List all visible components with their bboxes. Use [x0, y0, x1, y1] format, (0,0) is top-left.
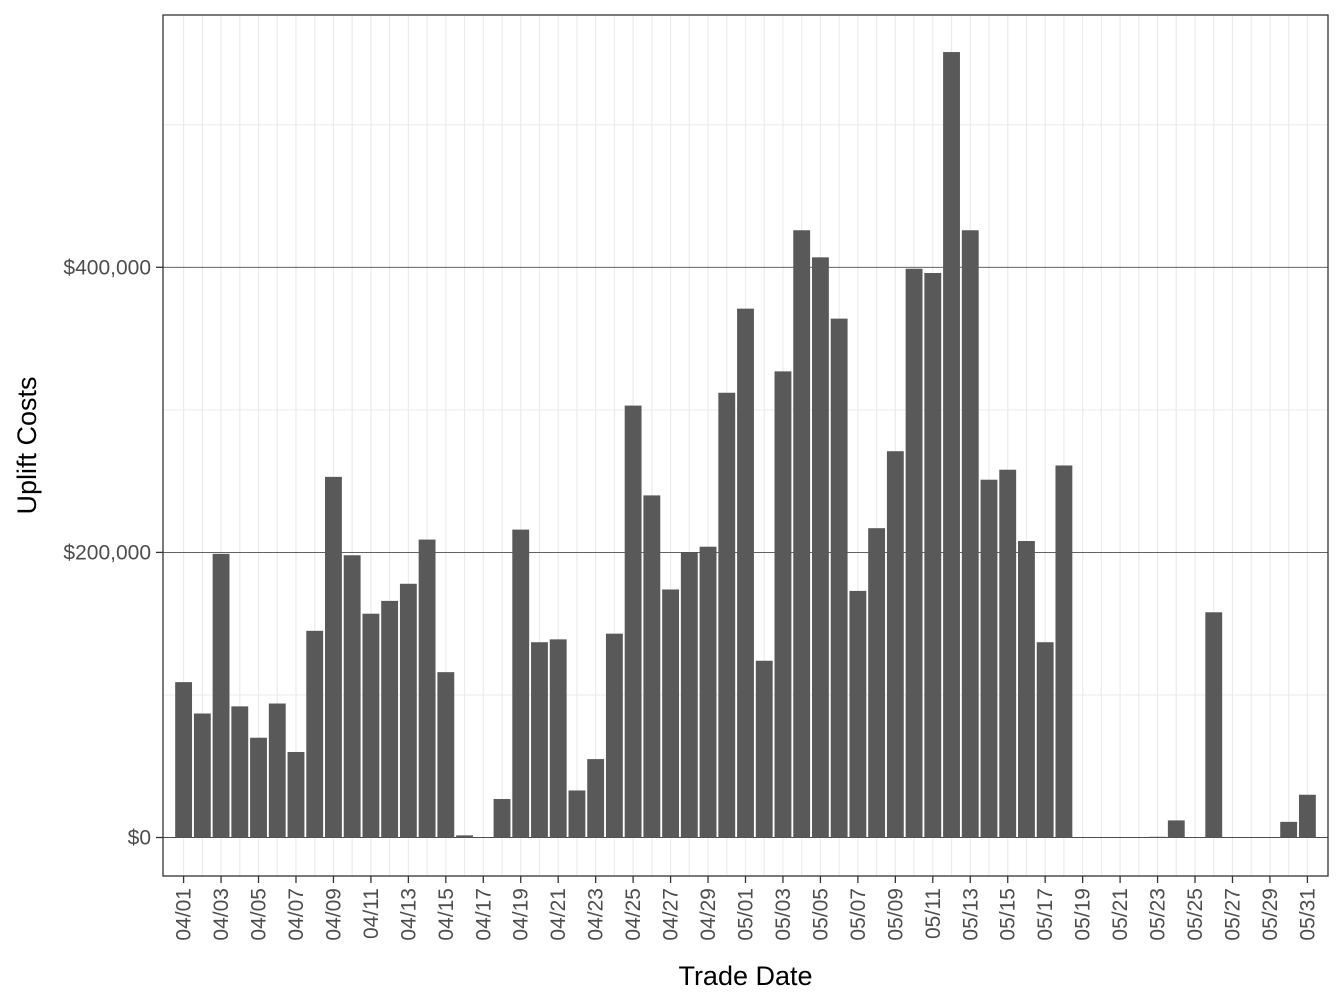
x-tick-label: 05/29 [1259, 888, 1282, 941]
bar-04-08 [306, 630, 324, 838]
bar-05-10 [905, 268, 923, 838]
x-tick-label: 05/09 [884, 888, 907, 941]
x-axis: 04/01 04/03 04/05 04/07 04/09 04/11 04/13 04/15… [173, 876, 1319, 941]
bar-05-13 [961, 230, 979, 838]
x-tick-label: 04/01 [173, 888, 196, 941]
x-tick-label: 05/21 [1109, 888, 1132, 941]
x-tick-label: 05/01 [735, 888, 758, 941]
bar-04-29 [699, 546, 717, 838]
bar-05-30 [1280, 821, 1298, 838]
y-tick-label: $0 [128, 827, 151, 850]
bar-04-15 [437, 672, 455, 838]
bar-04-03 [212, 553, 230, 838]
x-tick-label: 04/23 [585, 888, 608, 941]
x-tick-label: 05/25 [1184, 888, 1207, 941]
bar-04-05 [250, 737, 267, 838]
x-tick-label: 04/13 [397, 888, 420, 941]
bar-04-20 [531, 642, 548, 838]
bar-04-23 [587, 759, 605, 838]
bar-04-21 [549, 639, 567, 838]
bar-05-14 [980, 479, 998, 838]
bar-05-18 [1055, 465, 1073, 838]
bar-05-02 [755, 660, 773, 838]
x-tick-label: 04/17 [472, 888, 495, 941]
bar-04-19 [512, 529, 530, 838]
bar-04-07 [287, 751, 305, 838]
bar-05-24 [1167, 820, 1185, 838]
bar-05-11 [924, 273, 942, 838]
x-tick-label: 05/11 [922, 888, 945, 939]
bar-05-17 [1036, 642, 1054, 838]
bar-05-12 [943, 52, 960, 838]
x-tick-label: 04/15 [435, 888, 458, 941]
x-tick-label: 05/17 [1034, 888, 1057, 941]
x-tick-label: 05/13 [959, 888, 982, 941]
bars [175, 52, 1316, 838]
bar-04-28 [680, 552, 698, 838]
x-tick-label: 05/07 [847, 888, 870, 941]
bar-05-08 [868, 528, 886, 838]
x-tick-label: 04/07 [285, 888, 308, 941]
x-tick-label: 04/03 [210, 888, 233, 941]
y-tick-label: $200,000 [63, 541, 151, 564]
bar-04-01 [175, 682, 193, 838]
x-tick-label: 04/05 [248, 888, 271, 941]
x-tick-label: 05/23 [1147, 888, 1170, 941]
bar-04-04 [231, 706, 249, 838]
bar-05-05 [811, 257, 829, 838]
bar-04-27 [662, 589, 680, 838]
bar-04-10 [343, 555, 361, 838]
bar-04-14 [418, 539, 436, 838]
x-tick-label: 05/15 [997, 888, 1020, 941]
bar-04-09 [325, 476, 342, 838]
x-tick-label: 04/21 [547, 888, 570, 941]
bar-05-31 [1298, 794, 1316, 838]
y-axis: $0 $200,000 $400,000 [63, 256, 163, 850]
bar-05-07 [849, 590, 867, 838]
bar-04-16 [456, 835, 473, 838]
bar-04-26 [643, 495, 661, 838]
x-tick-label: 04/27 [660, 888, 683, 941]
bar-05-23 [1149, 836, 1166, 838]
x-tick-label: 04/25 [622, 888, 645, 941]
bar-05-16 [1018, 541, 1035, 838]
x-tick-label: 05/03 [772, 888, 795, 941]
bar-04-18 [493, 799, 511, 838]
x-tick-label: 05/27 [1221, 888, 1244, 941]
bar-04-02 [193, 713, 211, 838]
bar-05-04 [793, 230, 811, 838]
bar-05-09 [886, 451, 904, 838]
x-tick-label: 04/19 [510, 888, 533, 941]
bar-04-25 [624, 405, 642, 838]
x-tick-label: 05/31 [1296, 888, 1319, 941]
bar-04-24 [605, 633, 623, 838]
bar-05-01 [737, 308, 754, 838]
x-tick-label: 04/11 [360, 888, 383, 939]
bar-04-06 [268, 703, 286, 838]
bar-04-13 [399, 583, 417, 838]
x-tick-label: 05/19 [1072, 888, 1095, 941]
x-tick-label: 04/29 [697, 888, 720, 941]
bar-04-22 [568, 790, 586, 838]
bar-05-26 [1205, 612, 1223, 838]
bar-04-11 [362, 613, 380, 838]
x-tick-label: 05/05 [809, 888, 832, 941]
bar-05-03 [774, 371, 792, 838]
bar-05-06 [830, 318, 848, 838]
bar-05-15 [999, 469, 1017, 838]
y-tick-label: $400,000 [63, 256, 151, 279]
x-tick-label: 04/09 [322, 888, 345, 941]
y-axis-title: Uplift Costs [12, 376, 42, 514]
bar-04-12 [381, 600, 399, 838]
x-axis-title: Trade Date [678, 961, 812, 991]
bar-04-30 [718, 392, 736, 838]
